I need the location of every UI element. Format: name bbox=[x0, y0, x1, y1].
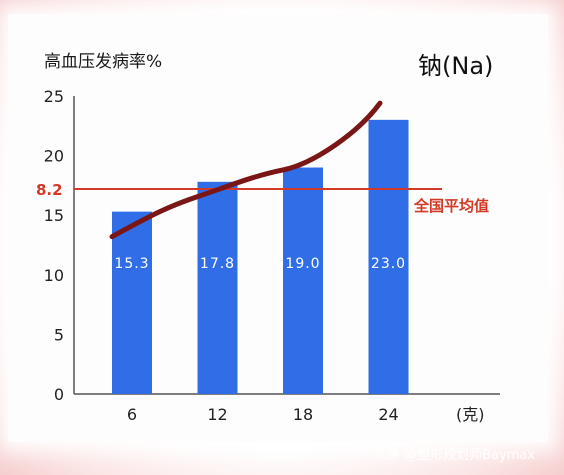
data-label-12: 17.8 bbox=[200, 256, 235, 272]
y-tick-25: 25 bbox=[44, 87, 64, 106]
average-tick-label: 8.2 bbox=[36, 181, 63, 199]
y-axis-label: 高血压发病率% bbox=[44, 52, 162, 72]
element-label: 钠(Na) bbox=[418, 52, 493, 80]
bar-12 bbox=[197, 181, 238, 394]
x-axis-unit: (克) bbox=[456, 405, 485, 424]
data-label-6: 15.3 bbox=[114, 256, 149, 272]
y-tick-5: 5 bbox=[54, 325, 64, 344]
y-tick-10: 10 bbox=[44, 266, 64, 285]
y-tick-0: 0 bbox=[54, 385, 64, 404]
x-tick-18: 18 bbox=[293, 405, 313, 424]
watermark: 头条 @塑形规划师Baymax bbox=[374, 447, 535, 463]
data-label-24: 23.0 bbox=[371, 256, 406, 272]
x-tick-12: 12 bbox=[207, 405, 227, 424]
average-label: 全国平均值 bbox=[413, 197, 489, 215]
y-tick-20: 20 bbox=[44, 147, 64, 166]
bar-6 bbox=[112, 211, 152, 394]
chart-panel bbox=[8, 14, 548, 442]
bar-24 bbox=[368, 119, 409, 394]
x-tick-24: 24 bbox=[378, 405, 398, 424]
data-label-18: 19.0 bbox=[285, 256, 320, 272]
y-tick-15: 15 bbox=[44, 206, 64, 225]
x-tick-6: 6 bbox=[127, 405, 137, 424]
bar-18 bbox=[283, 167, 323, 394]
trend-line bbox=[109, 100, 383, 240]
